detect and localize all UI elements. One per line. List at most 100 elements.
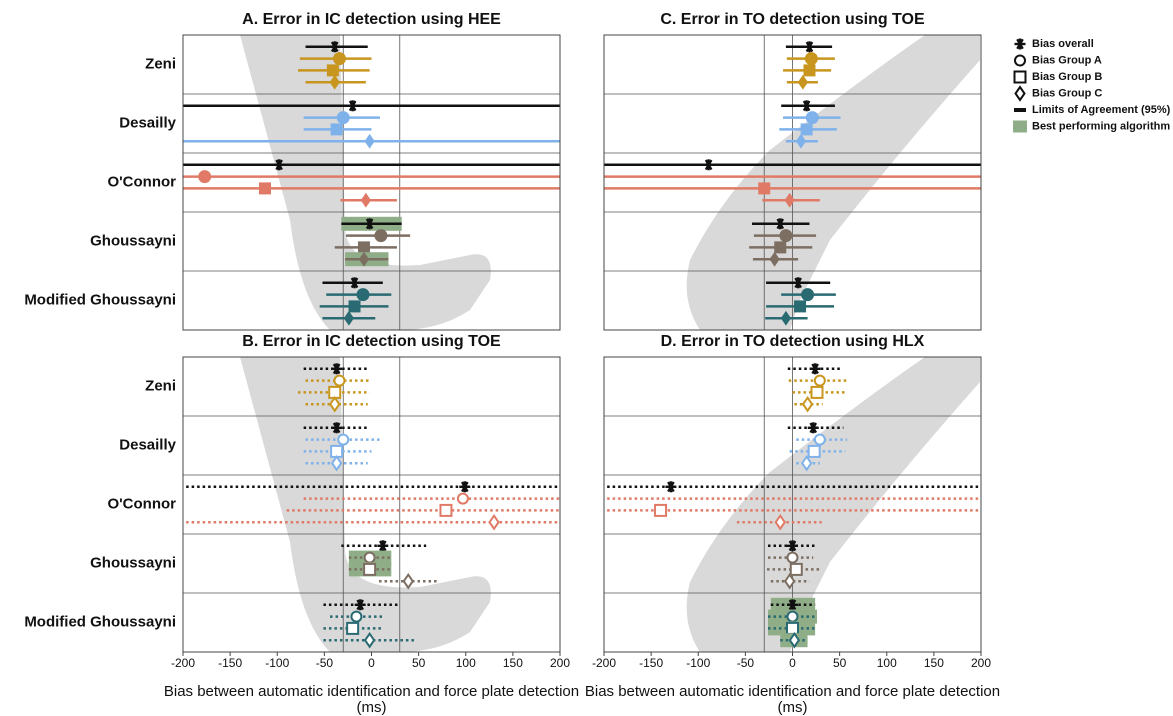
x-tick-label: 150 [924,656,944,670]
category-label: Ghoussayni [90,232,176,249]
category-label: Ghoussayni [90,554,176,571]
x-tick-label: -50 [737,656,755,670]
silhouette [687,357,980,652]
legend-label: Bias Group A [1032,54,1102,66]
bias-marker [459,481,470,492]
bias-marker [805,53,817,65]
category-label: Modified Ghoussayni [24,291,176,308]
x-tick-label: -100 [265,656,289,670]
category-label: Desailly [119,114,176,131]
x-tick-label: -200 [171,656,195,670]
panel-title: C. Error in TO detection using TOE [660,11,925,28]
bias-marker [338,435,348,445]
bias-marker [404,575,413,588]
panel-title: D. Error in TO detection using HLX [661,333,925,350]
bias-marker [759,183,770,194]
bias-marker [357,289,369,301]
legend-label: Bias overall [1032,38,1094,50]
bias-marker [655,505,666,516]
bias-marker [1016,87,1025,100]
bias-marker [377,540,388,551]
bias-marker [361,194,370,207]
x-tick-label: -100 [686,656,710,670]
category-label: O'Connor [107,495,176,512]
bias-marker [364,564,375,575]
bias-marker [358,242,369,253]
bias-marker [347,100,358,111]
bias-marker [812,387,823,398]
bias-marker [349,301,360,312]
bias-marker [815,435,825,445]
x-tick-label: -150 [639,656,663,670]
x-tick-label: 200 [971,656,991,670]
x-tick-label: -200 [592,656,616,670]
chart: A. Error in IC detection using HEE Zeni De… [0,0,1173,716]
category-label: Zeni [145,377,176,394]
bias-marker [801,124,812,135]
bias-marker [804,65,815,76]
silhouette [687,35,980,330]
category-label: O'Connor [107,173,176,190]
bias-marker [788,553,798,563]
bias-marker [798,76,807,89]
x-tick-label: 0 [368,656,375,670]
bias-marker [791,564,802,575]
bias-marker [333,53,345,65]
x-tick-label: 200 [550,656,570,670]
legend-label: Limits of Agreement (95%) [1032,104,1171,116]
x-tick-label: 100 [456,656,476,670]
legend-symbol [1014,108,1026,112]
bias-marker [440,505,451,516]
bias-marker [787,623,798,634]
x-tick-label: 50 [833,656,847,670]
x-axis-label: Bias between automatic identification an… [163,684,580,716]
bias-marker [1015,72,1026,83]
bias-marker [815,376,825,386]
x-tick-label: -150 [218,656,242,670]
x-tick-label: 0 [789,656,796,670]
bias-marker [810,363,821,374]
category-label: Desailly [119,436,176,453]
panel [164,35,579,330]
x-axis-label-box: Bias between automatic identification an… [584,684,1001,716]
panel [585,357,1000,652]
bias-marker [347,623,358,634]
bias-marker [490,516,499,529]
bias-marker [801,100,812,111]
x-tick-label: 150 [503,656,523,670]
bias-marker [809,446,820,457]
bias-marker [780,230,792,242]
bias-marker [365,553,375,563]
bias-marker [804,41,815,52]
silhouette [240,357,491,652]
page: A. Error in IC detection using HEE Zeni De… [0,0,1173,716]
bias-marker [1015,56,1025,66]
bias-marker [788,612,798,622]
bias-marker [337,112,349,124]
bias-marker [703,159,714,170]
bias-marker [327,65,338,76]
panel-title: A. Error in IC detection using HEE [242,11,501,28]
bias-marker [802,289,814,301]
x-axis-label: Bias between automatic identification an… [584,684,1001,716]
bias-marker [458,494,468,504]
bias-marker [808,422,819,433]
legend-symbol [1013,121,1027,133]
bias-marker [803,398,812,411]
bias-marker [334,376,344,386]
category-label: Modified Ghoussayni [24,613,176,630]
x-tick-label: 50 [412,656,426,670]
panel-title: B. Error in IC detection using TOE [242,333,501,350]
silhouette [240,35,491,330]
bias-marker [806,112,818,124]
bias-marker [795,301,806,312]
panel [585,35,1000,330]
legend-label: Best performing algorithm [1032,120,1170,132]
bias-marker [351,612,361,622]
x-tick-label: 100 [877,656,897,670]
bias-marker [365,135,374,148]
category-label: Zeni [145,55,176,72]
bias-marker [375,230,387,242]
panel [164,357,579,652]
bias-marker [665,481,676,492]
